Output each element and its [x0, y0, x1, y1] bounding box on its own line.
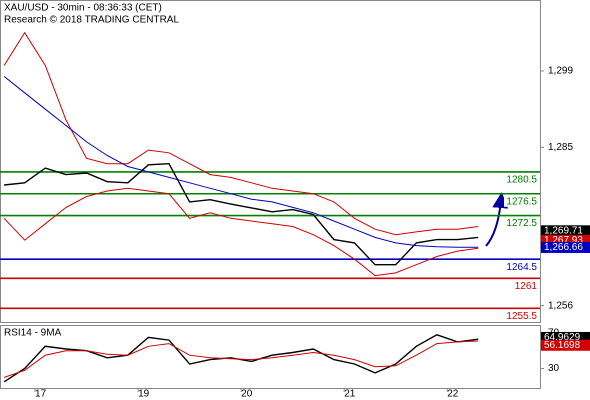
series-line: [3, 340, 479, 378]
chart-title: XAU/USD - 30min - 08:36:33 (CET): [4, 3, 162, 14]
value-tag-label: 64.9629: [544, 332, 581, 343]
level-label: 1261: [515, 281, 538, 292]
series-line: [3, 31, 479, 236]
y-tick-label: 1,285: [548, 142, 573, 153]
y-tick-label: 1,299: [548, 66, 573, 77]
value-tag: [541, 331, 590, 343]
chart-subtitle: Research © 2018 TRADING CENTRAL: [4, 15, 179, 26]
x-tick-label: 17: [35, 389, 47, 400]
value-tag: [541, 339, 590, 351]
value-tag-label: 1,269.71: [544, 225, 583, 236]
level-label: 1272.5: [506, 218, 537, 229]
series-line: [4, 162, 479, 266]
x-tick-label: 19: [138, 389, 150, 400]
level-label-bg: [504, 280, 538, 292]
value-tag-label: 1,266.66: [544, 242, 583, 253]
level-label-bg: [504, 261, 538, 273]
level-label-bg: [504, 195, 538, 207]
level-label: 1264.5: [506, 262, 537, 273]
value-tag-label: 56.1698: [544, 340, 581, 351]
level-label-bg: [504, 217, 538, 229]
rsi-panel: [0, 325, 541, 389]
value-tag: [541, 225, 590, 237]
level-label-bg: [504, 310, 538, 322]
series-line: [3, 76, 479, 248]
y-tick-label: 1,256: [548, 300, 573, 311]
level-label-bg: [504, 173, 538, 185]
level-label: 1255.5: [506, 311, 537, 322]
forecast-arrow: [485, 192, 509, 247]
value-tag: [541, 235, 590, 247]
series-line: [3, 187, 479, 277]
price-panel: [0, 0, 541, 323]
level-label: 1276.5: [506, 196, 537, 207]
x-tick-label: 20: [241, 389, 253, 400]
y-tick-label: 30: [548, 363, 560, 374]
x-tick-label: 21: [344, 389, 356, 400]
x-tick-label: 22: [447, 389, 459, 400]
value-tag: [541, 241, 590, 253]
value-tag-label: 1,267.93: [544, 235, 583, 246]
rsi-title: RSI14 - 9MA: [4, 328, 62, 339]
level-label: 1280.5: [506, 175, 537, 186]
